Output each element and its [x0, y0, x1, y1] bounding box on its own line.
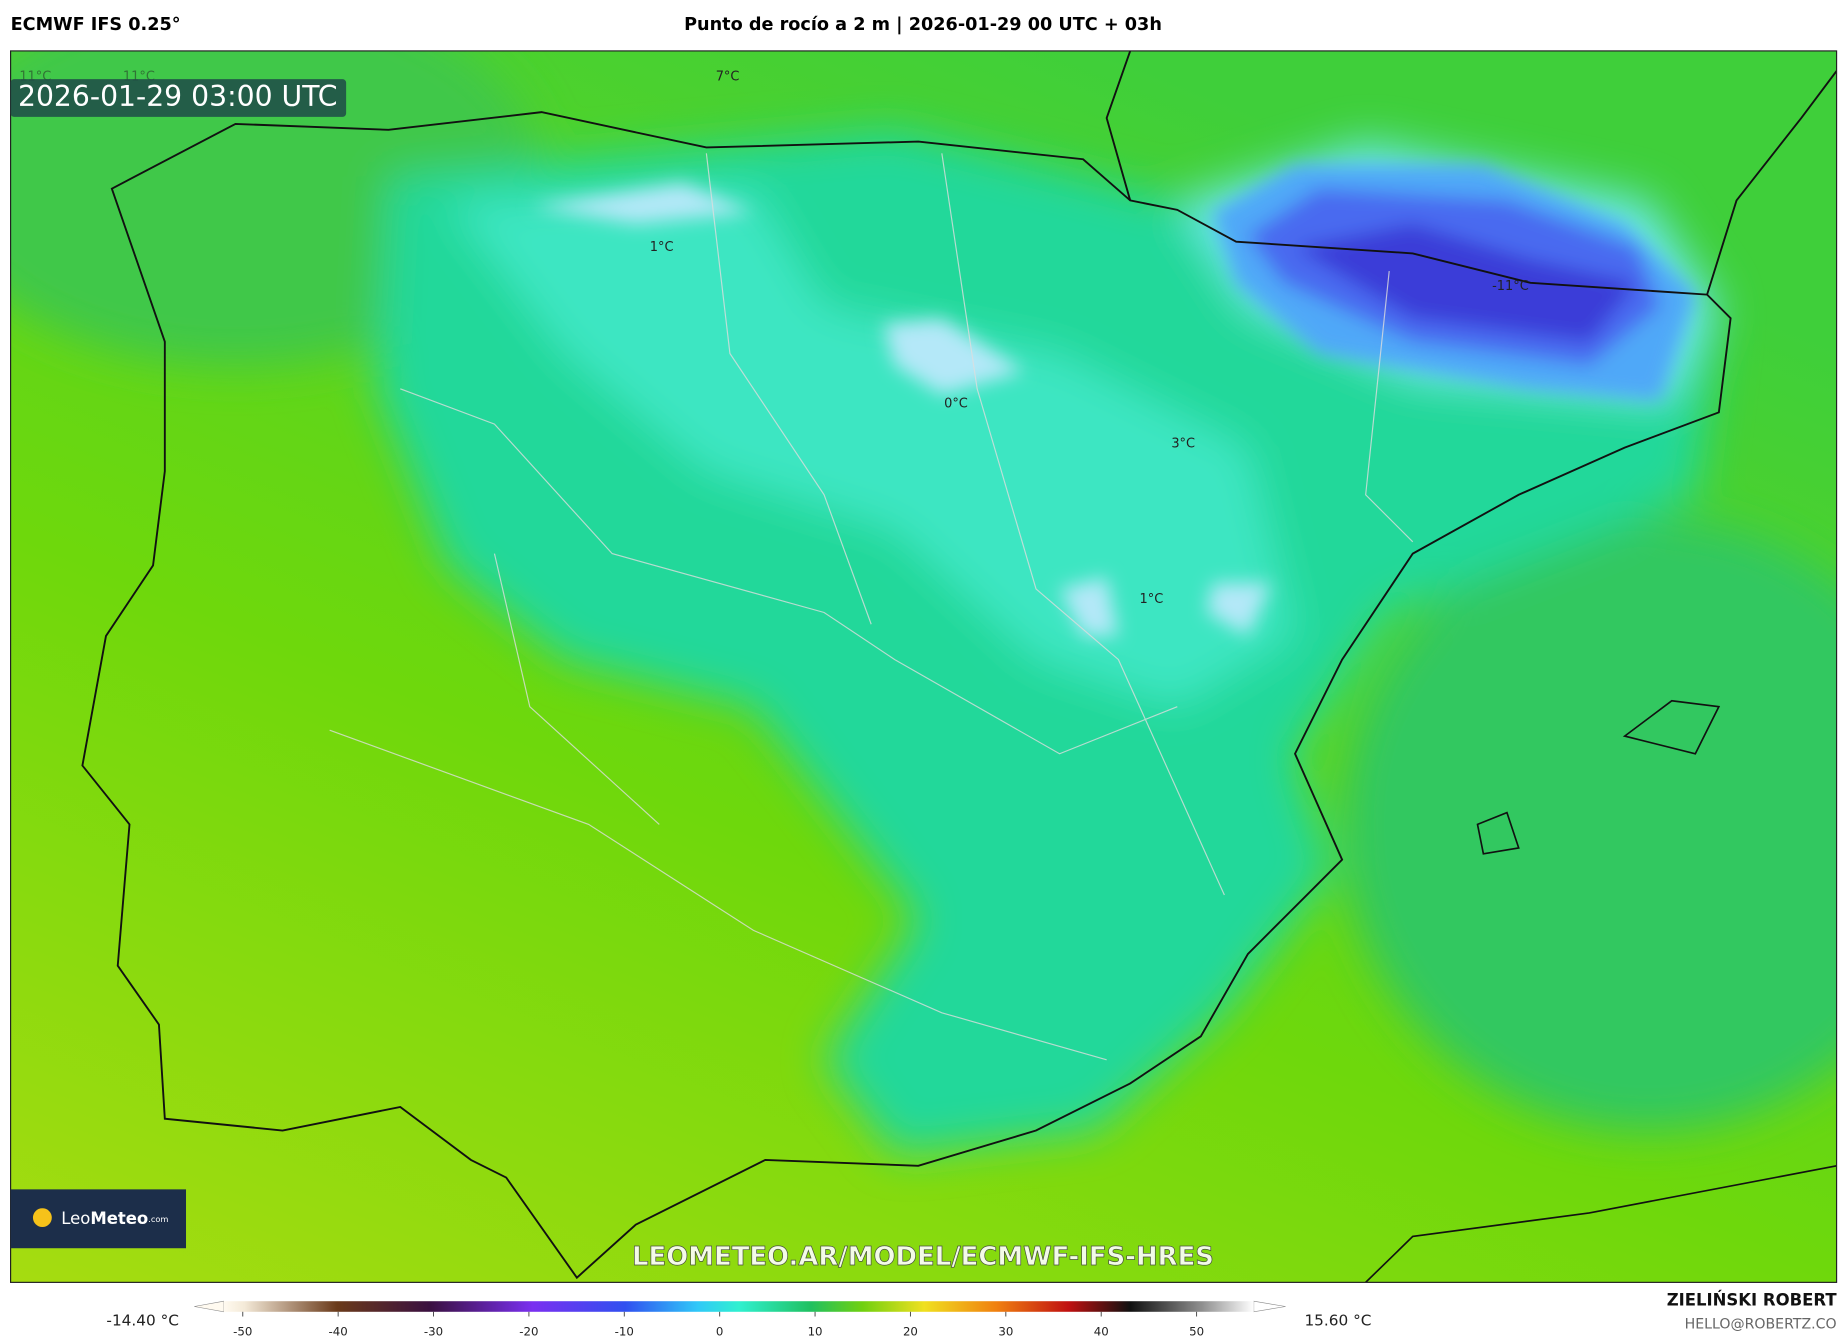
- colorbar-tick-label: -30: [424, 1324, 443, 1338]
- colorbar-arrow-high: [1253, 1300, 1286, 1313]
- timestamp-box: [10, 79, 347, 117]
- colorbar-tick-label: 40: [1094, 1324, 1109, 1338]
- logo-suffix: .com: [148, 1213, 168, 1223]
- logo-name-b: Meteo: [90, 1208, 148, 1227]
- colorbar-tick-label: 20: [903, 1324, 918, 1338]
- logo-text: LeoMeteo.com: [61, 1208, 168, 1227]
- france-coast: [1105, 50, 1837, 295]
- contour-label: 1°C: [1140, 592, 1164, 607]
- contour-label: 7°C: [716, 69, 740, 84]
- colorbar-min: -14.40 °C: [106, 1312, 179, 1330]
- contour-label: -11°C: [1492, 279, 1529, 294]
- colorbar-bar: [223, 1301, 1254, 1312]
- model-name: ECMWF IFS 0.25°: [11, 15, 181, 35]
- contour-label: 0°C: [944, 397, 968, 412]
- colorbar-tick-label: -20: [519, 1324, 538, 1338]
- colorbar-tick-label: 0: [716, 1324, 724, 1338]
- map-title: Punto de rocío a 2 m | 2026-01-29 00 UTC…: [684, 15, 1162, 35]
- email: HELLO@ROBERTZ.CO: [1685, 1317, 1837, 1333]
- logo-name-a: Leo: [61, 1208, 90, 1227]
- contour-label: 3°C: [1171, 437, 1195, 452]
- colorbar-tick-label: -10: [615, 1324, 634, 1338]
- field: [10, 50, 1837, 1283]
- contour-label: 1°C: [650, 240, 674, 255]
- africa-coast: [1365, 1165, 1837, 1283]
- colorbar-tick-label: -50: [233, 1324, 252, 1338]
- colorbar-max: 15.60 °C: [1304, 1312, 1371, 1330]
- colorbar-tick-label: 30: [998, 1324, 1013, 1338]
- cold-spots: [529, 165, 1696, 637]
- logo-sun: [32, 1208, 52, 1228]
- timestamp: 2026-01-29 03:00 UTC: [18, 80, 338, 113]
- colorbar-tick-label: 10: [808, 1324, 823, 1338]
- watermark: LEOMETEO.AR/MODEL/ECMWF-IFS-HRES: [632, 1242, 1214, 1272]
- colorbar: [194, 1300, 1286, 1313]
- map-frame: [10, 50, 1838, 1283]
- colorbar-tick-label: -40: [329, 1324, 348, 1338]
- author: ZIELIŃSKI ROBERT: [1667, 1291, 1838, 1310]
- balearic-islands: [1476, 699, 1721, 855]
- colorbar-tick-label: 50: [1189, 1324, 1204, 1338]
- colorbar-arrow-low: [194, 1300, 224, 1313]
- region-borders: [329, 153, 1414, 1061]
